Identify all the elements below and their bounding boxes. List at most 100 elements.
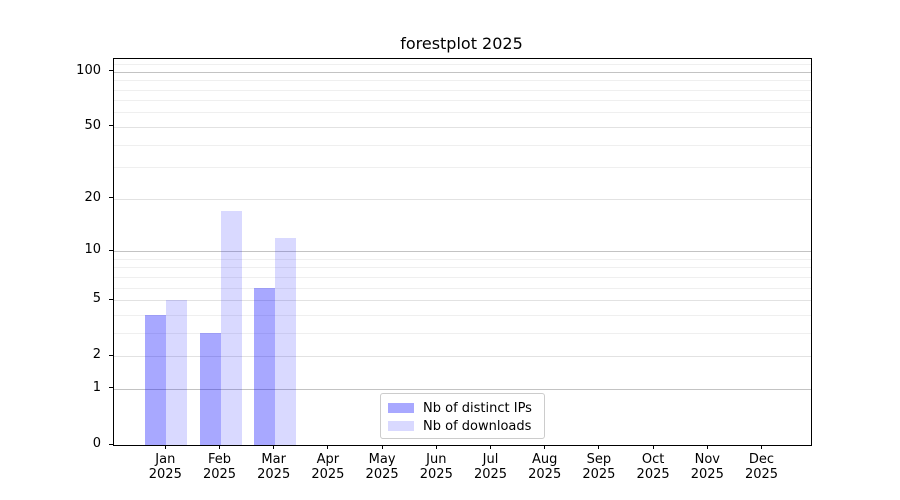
minor-gridline-110: [114, 64, 811, 65]
minor-gridline-7: [114, 276, 811, 278]
x-tick-month: Oct: [641, 452, 665, 467]
x-tick-year: 2025: [311, 467, 345, 482]
x-tick-label-jul: Jul 2025: [463, 452, 519, 482]
x-tick-label-mar: Mar 2025: [246, 452, 302, 482]
x-tick-label-jun: Jun 2025: [408, 452, 464, 482]
y-tick-label-5: 5: [92, 291, 101, 306]
y-tick-2: [109, 354, 113, 356]
minor-gridline-90: [114, 80, 811, 82]
y-tick-0: [109, 443, 113, 445]
y-tick-label-10: 10: [84, 242, 101, 257]
bar-jan-distinct-ips: [145, 314, 167, 445]
x-tick-label-sep: Sep 2025: [571, 452, 627, 482]
x-tick-label-aug: Aug 2025: [517, 452, 573, 482]
x-tick-apr: [327, 445, 329, 449]
x-tick-month: Sep: [586, 452, 612, 467]
gridline-5: [114, 300, 811, 301]
x-tick-year: 2025: [636, 467, 670, 482]
x-tick-month: Jul: [482, 452, 499, 467]
y-tick-label-50: 50: [84, 117, 101, 133]
gridline-1: [114, 388, 811, 390]
minor-gridline-6: [114, 287, 811, 289]
x-tick-label-may: May 2025: [354, 452, 410, 482]
x-tick-year: 2025: [744, 467, 779, 482]
x-tick-month: Jun: [426, 452, 447, 467]
minor-gridline-40: [114, 144, 811, 146]
gridline-100: [114, 71, 811, 73]
legend-item-downloads: Nb of downloads: [388, 417, 536, 435]
y-tick-label-100: 100: [76, 62, 101, 78]
x-tick-dec: [761, 445, 762, 449]
y-tick-10: [109, 249, 113, 251]
bar-jan-downloads: [166, 300, 188, 445]
y-tick-label-2: 2: [92, 347, 101, 363]
x-tick-year: 2025: [528, 467, 562, 482]
gridline-50: [114, 126, 811, 128]
y-tick-label-20: 20: [84, 189, 101, 205]
gridline-10: [114, 251, 811, 252]
x-tick-year: 2025: [365, 467, 399, 482]
x-tick-month: May: [368, 452, 396, 467]
x-tick-feb: [219, 445, 220, 449]
bar-mar-downloads: [274, 237, 296, 445]
legend-label-distinct-ips: Nb of distinct IPs: [423, 400, 532, 416]
legend-label-downloads: Nb of downloads: [423, 418, 532, 434]
minor-gridline-9: [114, 258, 811, 260]
gridline-20: [114, 198, 811, 200]
x-tick-label-oct: Oct 2025: [625, 452, 681, 482]
chart-title: forestplot 2025: [400, 34, 523, 53]
bar-feb-downloads: [220, 211, 242, 445]
legend-swatch-downloads: [388, 421, 414, 431]
y-tick-20: [109, 197, 113, 199]
x-tick-year: 2025: [148, 467, 182, 482]
minor-gridline-8: [114, 267, 811, 269]
bar-mar-distinct-ips: [253, 287, 275, 445]
x-tick-jan: [164, 445, 166, 449]
minor-gridline-3: [114, 332, 811, 334]
gridline-2: [114, 356, 811, 358]
x-tick-month: Mar: [261, 452, 286, 467]
x-tick-label-jan: Jan 2025: [137, 452, 193, 482]
x-tick-label-apr: Apr 2025: [300, 452, 356, 482]
minor-gridline-70: [114, 100, 811, 102]
y-tick-label-0: 0: [92, 436, 101, 451]
x-tick-jun: [435, 445, 437, 449]
x-tick-jul: [490, 445, 491, 449]
x-tick-nov: [706, 445, 708, 449]
x-tick-year: 2025: [257, 467, 291, 482]
x-tick-year: 2025: [473, 467, 508, 482]
minor-gridline-80: [114, 89, 811, 91]
x-tick-month: Apr: [316, 452, 340, 467]
legend-swatch-distinct-ips: [388, 403, 414, 413]
x-tick-month: Jan: [155, 452, 176, 467]
x-tick-label-feb: Feb 2025: [192, 452, 248, 482]
y-tick-100: [109, 70, 113, 72]
bar-feb-distinct-ips: [199, 332, 221, 445]
legend-item-distinct-ips: Nb of distinct IPs: [388, 399, 536, 417]
legend: Nb of distinct IPs Nb of downloads: [380, 393, 545, 439]
minor-gridline-4: [114, 314, 811, 316]
x-tick-year: 2025: [202, 467, 237, 482]
x-tick-mar: [273, 445, 275, 449]
minor-gridline-60: [114, 112, 811, 114]
x-tick-year: 2025: [690, 467, 724, 482]
y-tick-1: [109, 387, 113, 389]
x-tick-month: Nov: [694, 452, 720, 467]
x-tick-label-nov: Nov 2025: [679, 452, 735, 482]
x-tick-may: [381, 445, 383, 449]
plot-area: Nb of distinct IPs Nb of downloads: [113, 58, 812, 446]
x-tick-aug: [544, 445, 546, 449]
x-tick-label-dec: Dec 2025: [734, 452, 790, 482]
plot-inner: [114, 59, 811, 445]
minor-gridline-30: [114, 167, 811, 169]
y-tick-50: [109, 125, 113, 127]
x-tick-sep: [598, 445, 600, 449]
x-tick-month: Dec: [748, 452, 775, 467]
x-tick-year: 2025: [582, 467, 616, 482]
y-tick-label-1: 1: [92, 379, 101, 395]
x-tick-oct: [652, 445, 654, 449]
x-tick-month: Feb: [207, 452, 232, 467]
y-tick-5: [109, 298, 113, 300]
x-tick-month: Aug: [531, 452, 558, 467]
